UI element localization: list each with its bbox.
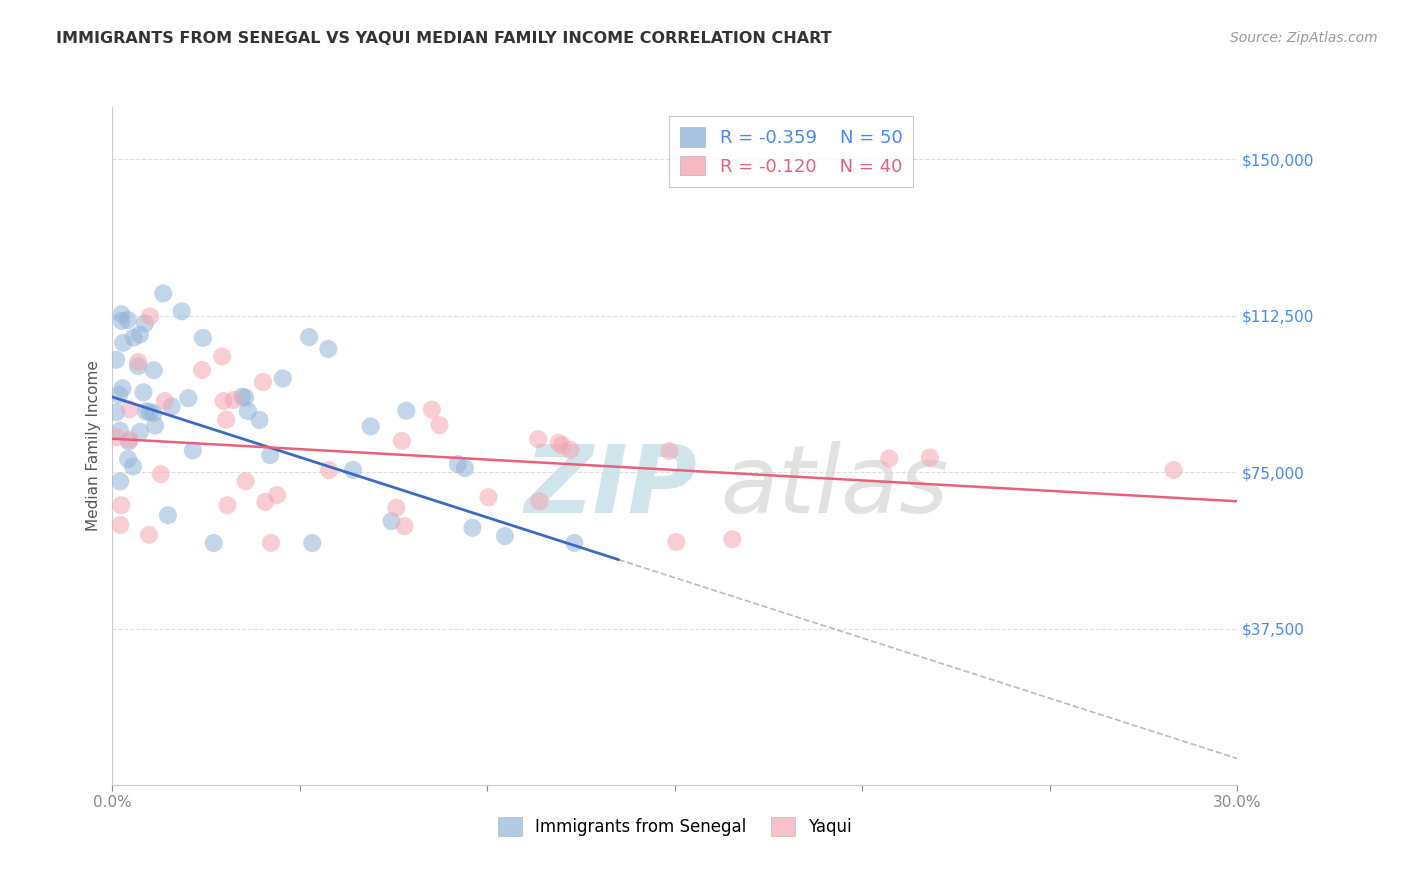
Point [191, 363, 214, 377]
Point [108, 475, 131, 489]
Point [527, 432, 550, 446]
Point [233, 391, 256, 405]
Point [395, 403, 418, 417]
Point [112, 335, 135, 350]
Point [318, 342, 340, 356]
Point [301, 536, 323, 550]
Point [122, 330, 145, 344]
Point [380, 514, 402, 528]
Point [429, 418, 451, 433]
Point [551, 438, 574, 452]
Point [918, 450, 941, 465]
Point [1163, 463, 1185, 477]
Point [494, 529, 516, 543]
Point [318, 463, 340, 477]
Point [110, 314, 132, 328]
Point [118, 402, 141, 417]
Point [547, 436, 569, 450]
Point [560, 442, 582, 457]
Point [156, 508, 179, 523]
Point [877, 451, 900, 466]
Point [134, 317, 156, 331]
Point [211, 350, 233, 364]
Point [236, 404, 259, 418]
Point [235, 474, 257, 488]
Legend: Immigrants from Senegal, Yaqui: Immigrants from Senegal, Yaqui [489, 809, 860, 845]
Point [132, 385, 155, 400]
Point [153, 394, 176, 409]
Point [454, 461, 477, 475]
Point [665, 535, 688, 549]
Point [212, 394, 235, 409]
Point [138, 405, 160, 419]
Point [117, 313, 139, 327]
Point [254, 495, 277, 509]
Point [105, 352, 128, 367]
Point [461, 521, 484, 535]
Point [271, 371, 294, 385]
Point [564, 536, 586, 550]
Point [217, 498, 239, 512]
Point [249, 413, 271, 427]
Point [215, 412, 238, 426]
Point [142, 363, 165, 377]
Point [191, 331, 214, 345]
Point [342, 463, 364, 477]
Text: IMMIGRANTS FROM SENEGAL VS YAQUI MEDIAN FAMILY INCOME CORRELATION CHART: IMMIGRANTS FROM SENEGAL VS YAQUI MEDIAN … [56, 31, 832, 46]
Point [105, 405, 128, 419]
Point [118, 434, 141, 449]
Point [128, 327, 150, 342]
Point [202, 536, 225, 550]
Point [360, 419, 382, 434]
Point [149, 467, 172, 482]
Point [420, 402, 443, 417]
Point [110, 498, 132, 512]
Point [108, 388, 131, 402]
Point [447, 457, 470, 471]
Point [231, 390, 253, 404]
Point [127, 359, 149, 373]
Point [108, 424, 131, 438]
Point [658, 444, 681, 458]
Point [111, 381, 134, 395]
Point [260, 536, 283, 550]
Point [222, 393, 245, 408]
Point [721, 533, 744, 547]
Point [298, 330, 321, 344]
Point [177, 391, 200, 405]
Point [160, 400, 183, 414]
Point [129, 425, 152, 439]
Point [110, 307, 132, 321]
Point [122, 459, 145, 474]
Point [181, 443, 204, 458]
Point [139, 310, 162, 324]
Point [118, 433, 141, 447]
Point [391, 434, 413, 448]
Point [152, 286, 174, 301]
Point [394, 519, 416, 533]
Point [529, 494, 551, 508]
Text: Source: ZipAtlas.com: Source: ZipAtlas.com [1230, 31, 1378, 45]
Point [477, 490, 499, 504]
Point [385, 500, 408, 515]
Point [138, 528, 160, 542]
Point [135, 404, 157, 418]
Text: ZIP: ZIP [524, 441, 697, 533]
Point [127, 355, 149, 369]
Point [110, 518, 132, 533]
Point [117, 452, 139, 467]
Point [142, 406, 165, 420]
Text: atlas: atlas [720, 442, 948, 533]
Point [143, 418, 166, 433]
Point [170, 304, 193, 318]
Point [259, 448, 281, 462]
Point [105, 430, 128, 444]
Point [252, 375, 274, 389]
Y-axis label: Median Family Income: Median Family Income [86, 360, 101, 532]
Point [266, 488, 288, 502]
